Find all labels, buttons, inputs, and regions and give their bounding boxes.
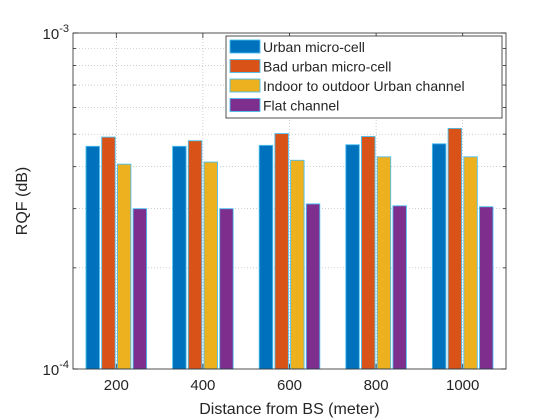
bar xyxy=(258,144,274,370)
y-tick-label-base: 10 xyxy=(43,26,60,43)
bar xyxy=(345,144,360,370)
x-tick-label: 400 xyxy=(190,377,215,394)
bar xyxy=(463,156,478,370)
bar xyxy=(376,156,392,370)
legend-entry: Indoor to outdoor Urban channel xyxy=(263,78,465,94)
y-axis-label: RQF (dB) xyxy=(14,167,31,235)
legend-entry: Bad urban micro-cell xyxy=(263,59,391,75)
bar xyxy=(290,159,305,370)
bar xyxy=(447,127,463,370)
x-tick-label: 1000 xyxy=(446,377,479,394)
bar xyxy=(305,203,321,370)
legend-swatch xyxy=(229,98,261,112)
legend-swatch xyxy=(229,59,261,73)
bar xyxy=(132,208,148,370)
bar xyxy=(479,206,494,370)
legend-swatch xyxy=(229,39,261,54)
y-tick-label: 10-4 xyxy=(43,359,69,379)
x-tick-label: 800 xyxy=(364,377,389,394)
legend-box xyxy=(225,35,503,119)
bar xyxy=(116,163,132,370)
x-axis-label: Distance from BS (meter) xyxy=(199,401,379,418)
bar xyxy=(187,140,203,370)
y-tick-label-exponent: -3 xyxy=(59,23,69,35)
legend-entry: Urban micro-cell xyxy=(263,39,365,55)
y-tick-label-exponent: -4 xyxy=(59,359,69,371)
bar xyxy=(85,145,100,370)
x-tick-label: 600 xyxy=(277,377,302,394)
bar xyxy=(392,205,407,370)
legend-entry: Flat channel xyxy=(263,98,339,114)
y-axis-ticks: 10-410-3 xyxy=(43,23,506,379)
bar xyxy=(172,145,187,370)
bar xyxy=(361,136,376,370)
bar xyxy=(101,136,116,370)
y-tick-label: 10-3 xyxy=(43,23,69,43)
x-axis-ticks: 200 400 600 800 1000 xyxy=(104,33,479,394)
bar xyxy=(274,133,289,370)
bar xyxy=(203,161,218,370)
legend-swatch xyxy=(229,78,261,93)
bar xyxy=(219,208,234,370)
x-tick-label: 200 xyxy=(104,377,129,394)
bar xyxy=(431,143,447,370)
bars-group xyxy=(85,127,494,370)
y-tick-label-base: 10 xyxy=(43,362,60,379)
legend: Urban micro-cell Bad urban micro-cell Indo… xyxy=(225,35,503,119)
